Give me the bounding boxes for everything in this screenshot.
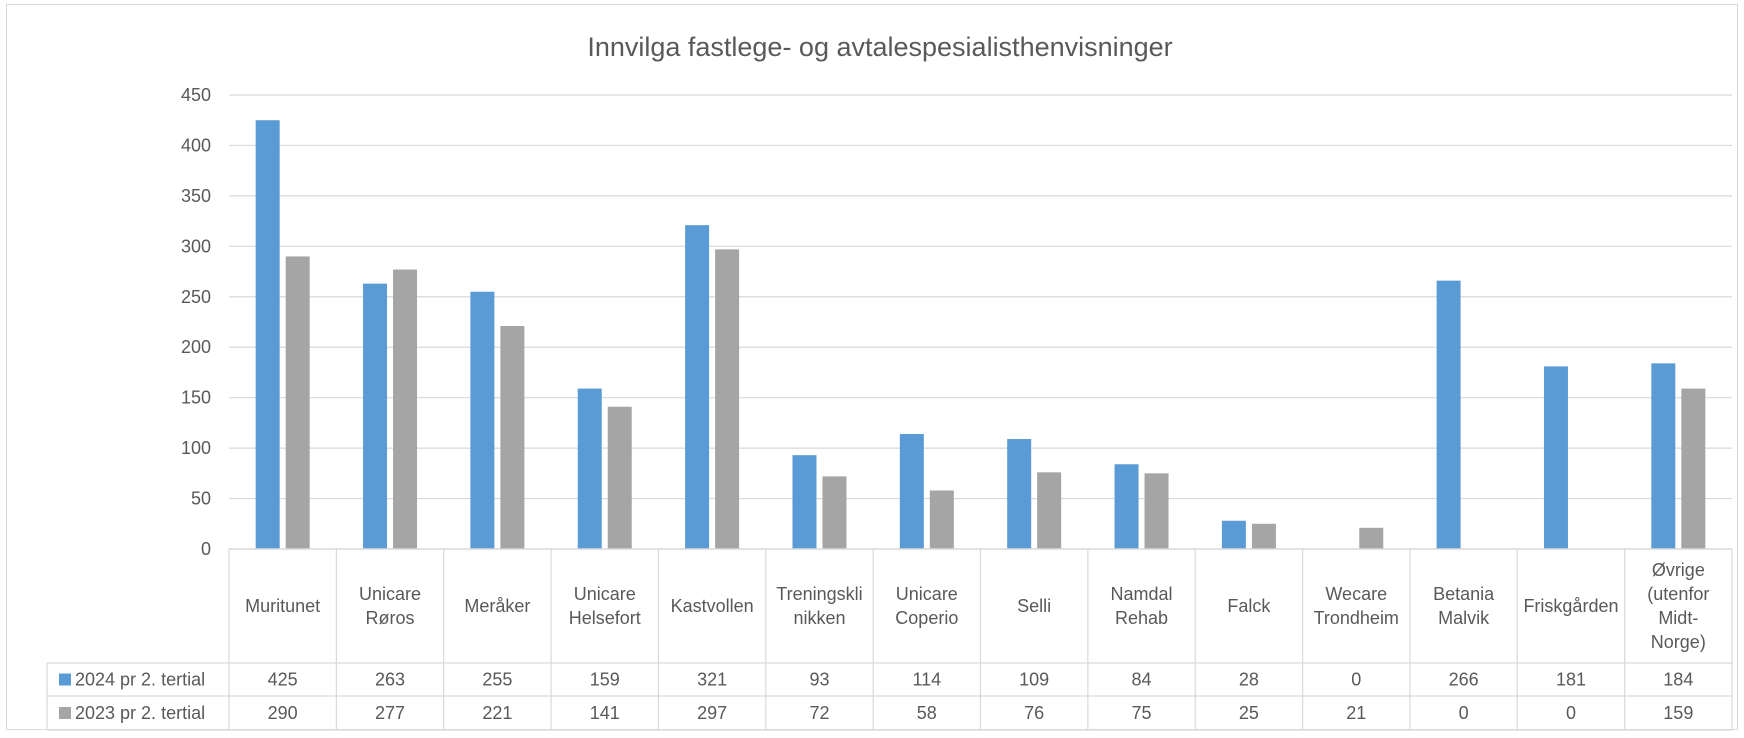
data-label-series2: 297 — [697, 703, 727, 723]
data-label-series1: 181 — [1556, 670, 1586, 690]
data-label-series1: 425 — [268, 670, 298, 690]
category-label: Friskgården — [1523, 596, 1618, 616]
y-tick-label: 350 — [181, 186, 211, 206]
y-tick-label: 250 — [181, 287, 211, 307]
data-label-series1: 28 — [1239, 670, 1259, 690]
data-label-series2: 25 — [1239, 703, 1259, 723]
data-label-series1: 184 — [1663, 670, 1693, 690]
bar-series1-8 — [1114, 464, 1139, 549]
data-label-series1: 84 — [1132, 670, 1152, 690]
category-label: Falck — [1227, 596, 1271, 616]
bar-series1-11 — [1436, 280, 1461, 549]
bar-series1-5 — [792, 455, 817, 549]
bar-series1-13 — [1651, 363, 1676, 549]
bar-series2-3 — [607, 406, 632, 549]
y-tick-label: 50 — [191, 489, 211, 509]
bar-series2-9 — [1251, 523, 1276, 549]
bar-series1-2 — [470, 291, 495, 549]
data-label-series2: 58 — [917, 703, 937, 723]
data-label-series2: 0 — [1459, 703, 1469, 723]
data-label-series1: 159 — [590, 670, 620, 690]
bar-series1-7 — [1007, 439, 1032, 549]
bar-series2-8 — [1144, 473, 1169, 549]
bar-series2-13 — [1681, 388, 1706, 549]
category-label: Øvrige (utenfor Midt-Norge) — [1647, 560, 1709, 652]
category-label: Wecare Trondheim — [1314, 584, 1399, 628]
y-tick-label: 300 — [181, 236, 211, 256]
data-label-series1: 255 — [482, 670, 512, 690]
y-tick-label: 100 — [181, 438, 211, 458]
y-axis-ticks: 0 50 100 150 200 250 300 350 400 450 — [181, 85, 211, 559]
legend-label-series1: 2024 pr 2. tertial — [75, 670, 205, 690]
data-label-series2: 290 — [268, 703, 298, 723]
y-tick-label: 450 — [181, 85, 211, 105]
data-table: Muritunet Unicare Røros Meråker Unicare Helse… — [46, 548, 1733, 731]
bar-series2-2 — [500, 326, 525, 549]
legend-key-series2 — [59, 707, 71, 719]
data-label-series1: 109 — [1019, 670, 1049, 690]
data-label-series2: 159 — [1663, 703, 1693, 723]
data-label-series2: 277 — [375, 703, 405, 723]
bar-series1-3 — [577, 388, 602, 549]
data-label-series1: 266 — [1449, 670, 1479, 690]
category-label: Unicare Helsefort — [569, 584, 641, 628]
bar-series2-1 — [393, 269, 418, 549]
category-label: Selli — [1017, 596, 1051, 616]
y-tick-label: 150 — [181, 388, 211, 408]
bar-series2-5 — [822, 476, 847, 549]
data-label-series1: 263 — [375, 670, 405, 690]
category-label: Muritunet — [245, 596, 320, 616]
data-label-series1: 93 — [809, 670, 829, 690]
bar-series1-6 — [899, 433, 924, 549]
bar-series2-0 — [285, 256, 310, 549]
category-label: Betania Malvik — [1433, 584, 1495, 628]
data-label-series1: 0 — [1351, 670, 1361, 690]
bar-series1-1 — [363, 283, 388, 549]
bar-series1-4 — [685, 225, 710, 549]
gridlines — [229, 94, 1732, 500]
data-label-series1: 114 — [912, 670, 941, 690]
data-label-series2: 76 — [1024, 703, 1044, 723]
data-label-series2: 21 — [1346, 703, 1366, 723]
bar-series2-10 — [1359, 527, 1384, 549]
category-label: Unicare Coperio — [895, 584, 958, 628]
data-label-series2: 72 — [809, 703, 829, 723]
data-label-series2: 75 — [1132, 703, 1152, 723]
category-label: Treningskli nikken — [776, 584, 862, 628]
bar-series1-12 — [1543, 366, 1568, 549]
legend-key-series1 — [59, 673, 71, 686]
data-label-series2: 141 — [590, 703, 620, 723]
category-label: Namdal Rehab — [1111, 584, 1173, 628]
y-tick-label: 200 — [181, 337, 211, 357]
data-label-series2: 0 — [1566, 703, 1576, 723]
data-label-series2: 221 — [482, 703, 512, 723]
data-label-series1: 321 — [697, 670, 727, 690]
y-tick-label: 0 — [201, 539, 211, 559]
bar-series1-0 — [255, 120, 280, 549]
bars — [255, 120, 1706, 550]
bar-series2-7 — [1037, 472, 1062, 549]
category-label: Kastvollen — [671, 596, 754, 616]
category-label: Unicare Røros — [359, 584, 421, 628]
legend-label-series2: 2023 pr 2. tertial — [75, 703, 205, 723]
bar-series2-6 — [929, 490, 954, 549]
y-tick-label: 400 — [181, 135, 211, 155]
category-label: Meråker — [464, 596, 530, 616]
chart-title: Innvilga fastlege- og avtalespesialisthe… — [587, 32, 1172, 62]
bar-series1-9 — [1221, 520, 1246, 549]
bar-series2-4 — [715, 249, 740, 550]
